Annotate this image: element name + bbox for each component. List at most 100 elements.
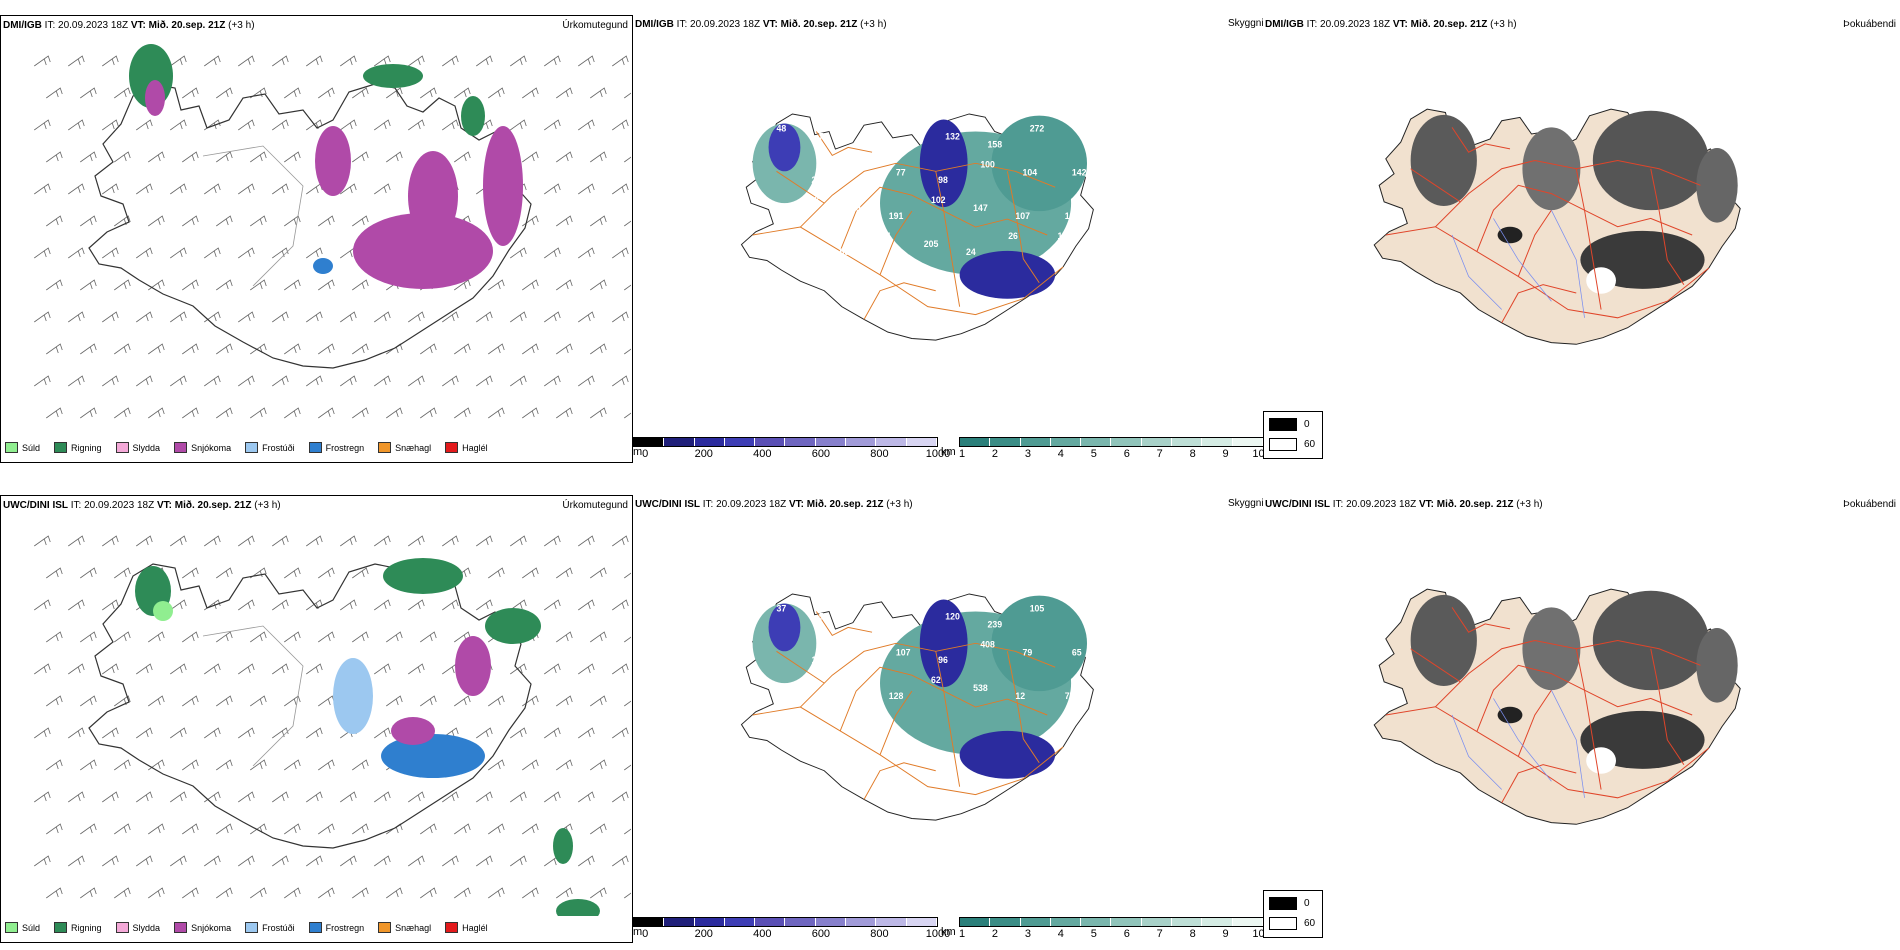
model-name: DMI/IGB <box>3 20 42 31</box>
legend-item: Frostregn <box>308 442 364 453</box>
cloud-base-label: 24 <box>966 247 976 257</box>
legend-item: Haglél <box>445 922 488 933</box>
vt-value: Mið. 20.sep. 21Z <box>1436 499 1514 510</box>
colorbar-cell <box>1232 438 1263 446</box>
field-label: Úrkomutegund <box>562 20 628 31</box>
legend-item: Rigning <box>54 442 102 453</box>
colorbar-cell <box>906 918 937 926</box>
cloud-base-label: 79 <box>1023 647 1033 657</box>
snow-area <box>483 126 523 246</box>
colorbar-cell <box>960 438 991 446</box>
legend-swatch <box>115 922 129 933</box>
cloud-base-label: 87 <box>861 139 871 149</box>
fog-area <box>1410 594 1477 687</box>
cloud-base-label: 158 <box>987 139 1002 149</box>
fog-area <box>1696 628 1738 703</box>
cloud-base-label: 538 <box>973 683 988 693</box>
colorbar-cell <box>1081 438 1112 446</box>
lead-offset: (+3 h) <box>228 20 255 31</box>
rain-area <box>553 828 573 864</box>
cloud-base-label: 119 <box>847 203 861 213</box>
vt-value: Mið. 20.sep. 21Z <box>1410 19 1488 30</box>
cloud-base-label: 107 <box>896 647 911 657</box>
legend-label: Snjókoma <box>191 922 232 933</box>
road-network <box>752 131 1064 320</box>
lead-offset: (+3 h) <box>1490 19 1517 30</box>
road-network <box>1385 607 1710 804</box>
legend-item: Súld <box>5 442 40 453</box>
road-network <box>202 145 304 287</box>
colorbar-cell <box>1232 918 1263 926</box>
it-label: IT: <box>1306 19 1318 30</box>
glacier-area <box>1586 747 1616 774</box>
legend-item: Slydda <box>115 442 161 453</box>
legend-swatch <box>115 442 129 453</box>
snow-area <box>391 717 435 745</box>
fog-legend-light-swatch <box>1269 438 1297 451</box>
lead-offset: (+3 h) <box>1516 499 1543 510</box>
cloud-base-label: 239 <box>987 619 1002 629</box>
legend-item: Haglél <box>445 442 488 453</box>
cloud-base-label: 102 <box>931 195 946 205</box>
panel-header: DMI/IGB IT: 20.09.2023 18Z VT: Mið. 20.s… <box>635 19 1261 30</box>
fog-legend-dark-swatch <box>1269 897 1297 910</box>
fog-map <box>1373 108 1741 345</box>
base-unit: m <box>633 926 643 938</box>
fog-panel-top: DMI/IGB IT: 20.09.2023 18Z VT: Mið. 20.s… <box>1263 15 1900 463</box>
colorbar-tick-label: 800 <box>870 448 889 460</box>
fog-legend-bottom: 0 60 <box>1263 890 1323 938</box>
colorbar-cell <box>755 438 786 446</box>
colorbar-tick-label: 2 <box>991 928 999 940</box>
model-name: UWC/DINI ISL <box>3 500 68 511</box>
legend-label: Frostúði <box>262 442 295 453</box>
cloud-base-label: 43 <box>797 239 807 249</box>
colorbar-cell <box>815 918 847 926</box>
fog-legend-top: 0 60 <box>1263 411 1323 459</box>
colorbar-cell <box>724 438 756 446</box>
cloud-base-label: 26 <box>1008 231 1018 241</box>
it-label: IT: <box>702 499 714 510</box>
field-label: Þokuábendi <box>1843 499 1896 510</box>
colorbar-tick-label: 1000 <box>925 928 951 940</box>
colorbar-tick-label: 9 <box>1222 448 1229 460</box>
legend-label: Rigning <box>71 442 102 453</box>
colorbar-tick-label: 2 <box>991 448 999 460</box>
cloud-base-label: 60 <box>903 123 913 133</box>
colorbar-cell <box>1141 918 1173 926</box>
freezing-drizzle-area <box>333 658 373 734</box>
cloud-base-label: 142 <box>1072 167 1087 177</box>
rain-area <box>485 608 541 644</box>
colorbar-tick-label: 1 <box>958 448 966 460</box>
vt-value: Mið. 20.sep. 21Z <box>780 19 858 30</box>
model-name: DMI/IGB <box>635 19 674 30</box>
colorbar-cell <box>846 438 877 446</box>
colorbar-tick-label: 6 <box>1123 448 1130 460</box>
cloud-base-label: 147 <box>973 203 988 213</box>
legend-label: Slydda <box>132 442 161 453</box>
colorbar-tick-label: 0 <box>642 448 649 460</box>
model-name: DMI/IGB <box>1265 19 1304 30</box>
colorbar-cell <box>694 438 725 446</box>
legend-swatch <box>5 442 18 453</box>
model-name: UWC/DINI ISL <box>635 499 700 510</box>
freezing-rain-area <box>381 734 485 778</box>
fog-area <box>1696 148 1738 223</box>
it-label: IT: <box>70 500 82 511</box>
it-value: 20.09.2023 18Z <box>716 499 787 510</box>
colorbar-tick-label: 5 <box>1090 448 1097 460</box>
colorbar-cell <box>1172 438 1203 446</box>
colorbar-cell <box>694 918 725 926</box>
it-value: 20.09.2023 18Z <box>1320 19 1391 30</box>
precip-panel-top: DMI/IGB IT: 20.09.2023 18Z VT: Mið. 20.s… <box>0 15 633 463</box>
colorbar-tick-label: 600 <box>811 928 831 940</box>
fog-legend-light-label: 60 <box>1304 918 1316 929</box>
fog-legend-dark-label: 0 <box>1304 419 1310 430</box>
legend-label: Frostúði <box>262 922 295 933</box>
cloud-base-label: 71 <box>903 603 913 613</box>
cloud-base-label: 408 <box>980 639 995 649</box>
precip-map <box>34 44 631 419</box>
colorbar-tick-label: 200 <box>694 928 713 940</box>
colorbar-tick-label: 200 <box>694 448 713 460</box>
cloud-base-label: 37 <box>777 603 787 613</box>
low-cloud-base-area <box>768 123 801 172</box>
